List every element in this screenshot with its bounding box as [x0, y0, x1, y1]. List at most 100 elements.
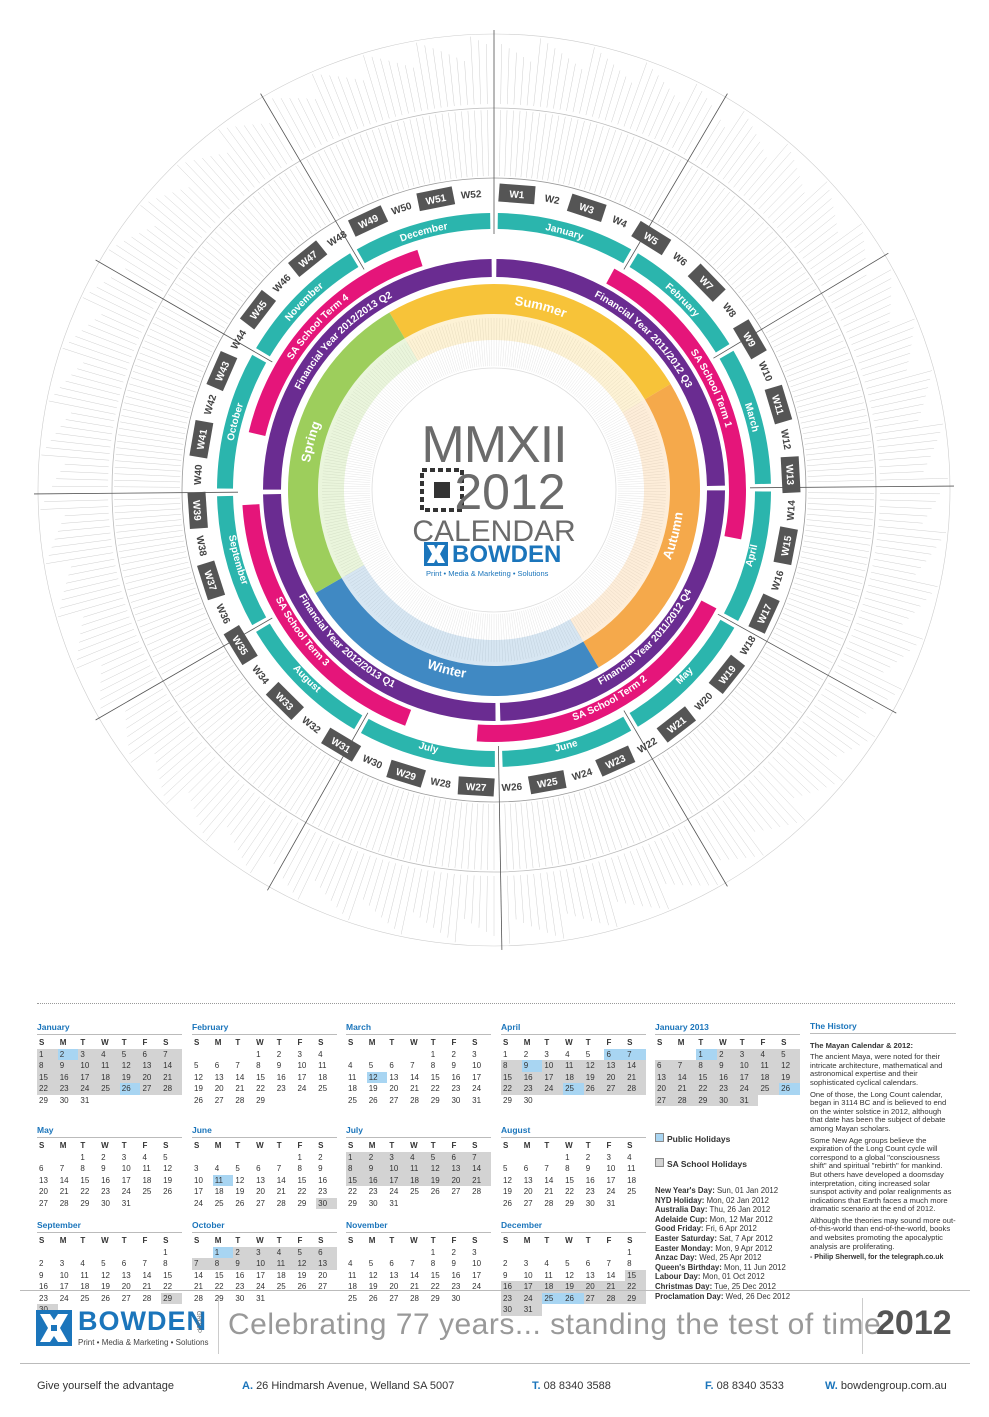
financial-band: [263, 494, 496, 721]
day-label-rule: [604, 70, 621, 121]
date: 26: [235, 1198, 245, 1208]
inner-tick: [574, 358, 606, 396]
contact-key: T.: [532, 1380, 541, 1392]
day-tick: [684, 187, 725, 241]
month-grid: S M T W T F S 1 2 3 4 5 6 7 8 9 10 11 12 13 14 15 16 17 18 19 20 21…: [192, 1235, 337, 1304]
date: 10: [59, 1270, 69, 1280]
holiday: Easter Saturday: Sat, 7 Apr 2012: [655, 1234, 805, 1244]
month-title: December: [501, 1220, 646, 1233]
day-tick: [604, 783, 629, 846]
date: 27: [214, 1095, 224, 1105]
day-tick: [487, 110, 489, 177]
date: 26: [194, 1095, 203, 1105]
weekday: S: [39, 1236, 45, 1245]
date: 12: [101, 1270, 110, 1280]
date: 6: [389, 1259, 394, 1268]
day-label-rule: [202, 784, 245, 834]
inner-tick: [572, 356, 604, 395]
day-label-rule: [60, 471, 109, 474]
day-label-rule: [218, 129, 260, 184]
inner-tick: [322, 501, 371, 507]
weekday: W: [410, 1038, 418, 1047]
day-label-rule: [794, 215, 836, 249]
week-label: W26: [501, 782, 523, 794]
date: 14: [59, 1175, 69, 1185]
inner-tick: [323, 470, 371, 477]
day-label-rule: [648, 88, 670, 137]
inner-tick: [545, 602, 566, 647]
weekday: T: [276, 1236, 282, 1245]
day-label-rule: [748, 151, 792, 201]
inner-tick: [521, 610, 533, 658]
day-label-rule: [57, 526, 110, 532]
day-tick: [132, 587, 196, 609]
inner-tick: [396, 348, 425, 388]
day-label-rule: [878, 455, 931, 461]
day-label-rule: [712, 118, 749, 172]
blank-cell: [192, 1049, 213, 1061]
weekday: M: [523, 1038, 531, 1047]
date: 9: [318, 1164, 323, 1173]
date: 2: [451, 1247, 456, 1257]
day-tick: [724, 703, 774, 749]
inner-tick: [575, 583, 608, 620]
date: 13: [39, 1175, 48, 1185]
weekday: T: [389, 1038, 395, 1047]
date: 28: [276, 1198, 286, 1208]
date: 23: [451, 1084, 461, 1093]
inner-tick: [323, 467, 372, 475]
day-label-rule: [874, 552, 927, 562]
day-label-rule: [79, 622, 132, 643]
date: 5: [194, 1061, 199, 1070]
day-label-rule: [157, 737, 198, 771]
date: 18: [563, 1071, 584, 1083]
inner-tick: [604, 411, 648, 434]
date: 26: [430, 1187, 440, 1196]
date: 20: [655, 1083, 676, 1095]
date: 30: [101, 1198, 110, 1208]
inner-tick: [349, 396, 391, 423]
inner-tick: [406, 596, 432, 639]
inner-tick: [347, 555, 389, 582]
date: 13: [389, 1270, 399, 1280]
date: 13: [121, 1270, 131, 1280]
weekday: S: [163, 1141, 169, 1150]
weekday: F: [451, 1236, 457, 1245]
inner-tick: [394, 590, 423, 631]
inner-tick: [324, 509, 372, 519]
day-tick: [800, 556, 866, 572]
inner-tick: [333, 534, 379, 553]
divider: [862, 1298, 863, 1354]
holiday-date: Thu, 26 Jan 2012: [709, 1205, 771, 1215]
separator: [37, 1003, 955, 1004]
day-tick: [648, 159, 682, 217]
inner-tick: [399, 346, 426, 387]
date: 13: [316, 1258, 337, 1270]
day-label-rule: [273, 822, 299, 865]
day-label-rule: [54, 393, 117, 409]
day-label-rule: [848, 320, 890, 339]
day-tick: [397, 122, 415, 187]
month-calendar: March S M T W T F S 1 2 3 4 5 6 7 8 9 10 11 12 13 14 15 16 17 18 1…: [346, 1022, 491, 1106]
blank-cell: [140, 1095, 161, 1107]
inner-tick: [404, 343, 430, 385]
day-label-rule: [272, 98, 305, 155]
day-tick: [799, 402, 864, 419]
date: 3: [737, 1048, 759, 1060]
inner-tick: [359, 381, 398, 413]
date: 24: [472, 1282, 482, 1291]
day-label-rule: [858, 344, 912, 364]
inner-tick: [481, 318, 486, 367]
inner-tick: [607, 422, 653, 442]
date: 30: [451, 1095, 461, 1105]
weekday: S: [318, 1141, 324, 1150]
inner-tick: [615, 512, 664, 522]
inner-tick: [587, 377, 625, 410]
day-tick: [675, 745, 715, 800]
day-tick: [480, 803, 484, 870]
date: 11: [348, 1270, 357, 1280]
date: 4: [627, 1152, 632, 1162]
day-tick: [594, 129, 616, 193]
date: 31: [80, 1095, 90, 1105]
week-box: [631, 220, 672, 256]
